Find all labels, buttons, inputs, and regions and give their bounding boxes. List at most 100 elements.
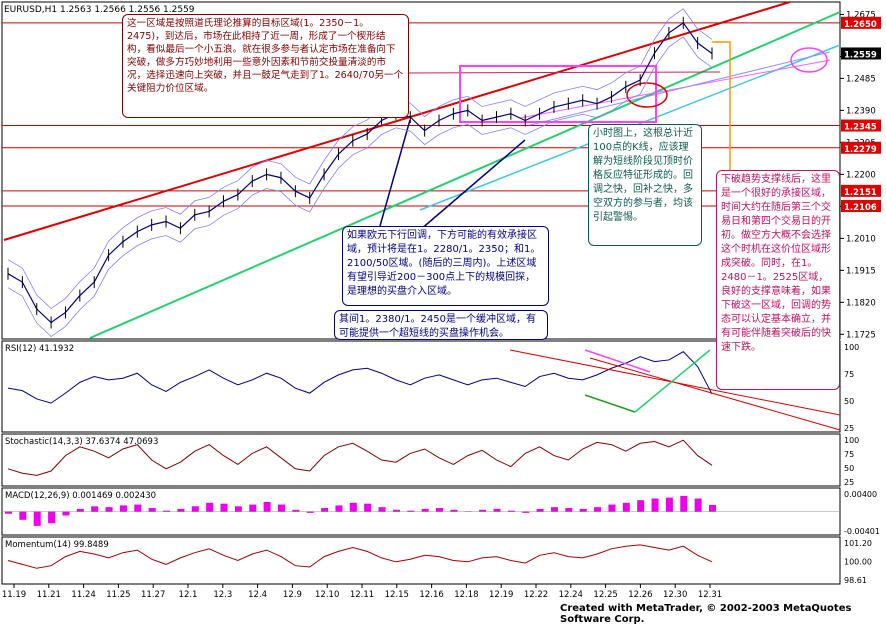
upper-trend-line bbox=[3, 1, 791, 241]
macd-bar bbox=[364, 503, 372, 512]
macd-bar bbox=[277, 504, 285, 512]
macd-bar bbox=[579, 508, 587, 512]
level-badge bbox=[841, 184, 881, 197]
indicator-scale-label: 100.00 bbox=[844, 558, 872, 567]
lower-trend-line bbox=[89, 11, 841, 339]
indicator-scale-label: 100 bbox=[844, 343, 859, 352]
date-tick-label: 12.30 bbox=[663, 590, 687, 600]
date-tick-label: 12.15 bbox=[385, 590, 409, 600]
wedge-line-lower bbox=[529, 51, 831, 126]
macd-bar bbox=[5, 511, 12, 514]
indicator-scale-label: 75 bbox=[844, 450, 854, 459]
level-badge-label: 1.2345 bbox=[844, 123, 877, 133]
rsi-pane-frame bbox=[1, 340, 841, 433]
macd-bar bbox=[292, 509, 300, 512]
macd-bar bbox=[378, 507, 386, 512]
current-price-label: 1.2559 bbox=[844, 50, 877, 60]
level-badge-label: 1.2151 bbox=[844, 188, 877, 198]
annotation-pullback-zones: 如果欧元下行回调，下方可能的有效承接区域，预计将是在1。2280/1。2350；… bbox=[342, 226, 549, 306]
macd-bar bbox=[450, 509, 458, 512]
envelope-upper bbox=[7, 8, 713, 310]
date-tick-label: 12.26 bbox=[628, 590, 652, 600]
annotation-hourly-candle: 小时图上，这根总计近100点的K线，应该理解为短线阶段见顶时价格反应特征形成的。… bbox=[588, 124, 702, 246]
annotation-buffer-zone: 其间1。2380/1。2450是一个缓冲区域，有可能提供一个超短线的买盘操作机会… bbox=[334, 310, 548, 340]
macd-bar bbox=[306, 511, 314, 513]
wedge-line-upper bbox=[519, 59, 831, 119]
level-badge bbox=[841, 141, 881, 154]
price-tick-label: 1.2390 bbox=[846, 106, 876, 116]
date-tick-label: 12.31 bbox=[698, 590, 722, 600]
macd-bar bbox=[206, 502, 214, 512]
indicator-scale-label: 75 bbox=[844, 370, 854, 379]
target-circle bbox=[790, 47, 828, 73]
price-tick-label: 1.1820 bbox=[846, 298, 876, 308]
date-tick-label: 12.1 bbox=[179, 590, 198, 600]
rsi-up-line bbox=[634, 349, 711, 413]
macd-bar bbox=[392, 509, 400, 512]
date-tick-label: 12.3 bbox=[213, 590, 232, 600]
level-badge bbox=[841, 200, 881, 213]
macd-bar bbox=[637, 500, 645, 512]
macd-bar bbox=[177, 508, 185, 512]
price-tick-label: 1.2200 bbox=[846, 170, 876, 180]
macd-bar bbox=[680, 495, 688, 512]
macd-bar bbox=[19, 511, 27, 520]
footer-credit: Created with MetaTrader, © 2002-2003 Met… bbox=[560, 603, 852, 625]
macd-bar bbox=[536, 508, 544, 512]
arrow-to-support bbox=[419, 139, 526, 231]
date-tick-label: 12.19 bbox=[489, 590, 513, 600]
macd-bar bbox=[220, 503, 228, 512]
macd-bar bbox=[550, 507, 558, 512]
macd-bar bbox=[709, 505, 716, 512]
indicator-label: Stochastic(14,3,3) 37.6374 47.0693 bbox=[5, 437, 158, 447]
macd-bar bbox=[335, 505, 343, 512]
macd-bar bbox=[694, 498, 702, 512]
macd-bar bbox=[191, 506, 199, 512]
macd-bar bbox=[594, 507, 602, 512]
macd-bar bbox=[565, 508, 573, 512]
price-tick-label: 1.2010 bbox=[846, 234, 876, 244]
stochastic-pane-frame bbox=[1, 433, 841, 487]
macd-bar bbox=[622, 502, 630, 512]
macd-bar bbox=[651, 498, 659, 512]
macd-bar bbox=[105, 507, 113, 512]
indicator-label: Momentum(14) 99.8489 bbox=[5, 540, 109, 550]
date-tick-label: 12.4 bbox=[248, 590, 267, 600]
macd-bar bbox=[608, 504, 616, 512]
pointer-line bbox=[399, 71, 721, 74]
level-badge-label: 1.2650 bbox=[844, 20, 877, 30]
macd-bar bbox=[665, 497, 673, 512]
rsi-support-line bbox=[584, 394, 636, 413]
indicator-scale-label: 0.00400 bbox=[844, 490, 877, 499]
date-tick-label: 11.25 bbox=[106, 590, 130, 600]
chart-header: EURUSD,H1 1.2563 1.2566 1.2556 1.2559 bbox=[4, 5, 195, 15]
date-tick-label: 11.27 bbox=[141, 590, 165, 600]
price-series-line bbox=[7, 22, 713, 324]
stochastic-line bbox=[7, 439, 713, 476]
date-tick-label: 12.22 bbox=[524, 590, 548, 600]
macd-bar bbox=[148, 508, 156, 512]
momentum-line bbox=[7, 544, 713, 569]
rsi-line bbox=[7, 351, 713, 404]
indicator-scale-label: 101.20 bbox=[844, 539, 872, 548]
level-badge bbox=[841, 16, 881, 29]
indicator-label: RSI(12) 41.1932 bbox=[5, 344, 74, 354]
price-tick-label: 1.1725 bbox=[846, 330, 876, 340]
macd-bar bbox=[91, 506, 99, 512]
rsi-divergence-line bbox=[584, 349, 651, 373]
indicator-scale-label: 100 bbox=[844, 436, 859, 445]
date-tick-label: 12.18 bbox=[454, 590, 478, 600]
indicator-scale-label: 98.61 bbox=[844, 576, 867, 585]
indicator-scale-label: 50 bbox=[844, 464, 854, 473]
macd-bar bbox=[479, 509, 487, 512]
level-badge-label: 1.2106 bbox=[844, 203, 877, 213]
date-tick-label: 11.21 bbox=[37, 590, 61, 600]
price-tick-label: 1.1915 bbox=[846, 266, 876, 276]
macd-bar bbox=[48, 511, 56, 524]
level-badge bbox=[841, 119, 881, 132]
macd-bar bbox=[33, 511, 41, 526]
macd-bar bbox=[493, 508, 501, 512]
date-tick-label: 12.25 bbox=[593, 590, 617, 600]
indicator-scale-label: 25 bbox=[844, 478, 854, 487]
